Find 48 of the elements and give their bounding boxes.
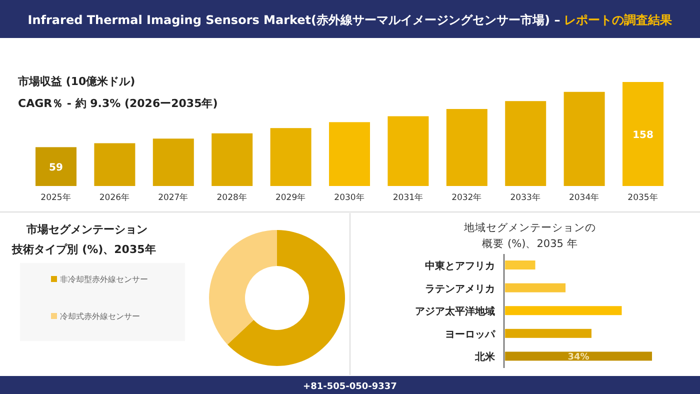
bar	[505, 283, 566, 292]
y-tick-label: ヨーロッパ	[445, 329, 496, 340]
x-tick-label: 2030年	[334, 192, 365, 203]
x-tick-label: 2028年	[216, 192, 248, 203]
data-label: 59	[49, 162, 63, 174]
x-tick-label: 2026年	[99, 192, 130, 203]
x-tick-label: 2025年	[40, 192, 72, 203]
data-label: 34%	[568, 352, 590, 363]
bar	[270, 128, 312, 186]
text: +81-505-050-9337	[303, 382, 397, 392]
x-tick-label: 2029年	[275, 192, 306, 203]
y-axis-title: 市場収益 (10億米ドル)	[17, 75, 136, 88]
bar	[94, 143, 136, 186]
bar	[622, 82, 664, 186]
bar	[505, 260, 536, 270]
y-tick-label: 中東とアフリカ	[425, 260, 495, 272]
x-tick-label: 2034年	[568, 192, 600, 203]
chart-subtitle: 概要 (%)、2035 年	[482, 238, 578, 250]
x-tick-label: 2032年	[452, 192, 482, 203]
bar	[388, 116, 429, 186]
donut-slice	[227, 230, 345, 366]
bar	[564, 92, 605, 186]
legend-item: 冷却式赤外線センサー	[51, 312, 140, 321]
chart-title: Infrared Thermal Imaging Sensors Market(赤外線サーマルイメージングセンサー市場) –	[28, 13, 560, 27]
x-tick-label: 2031年	[392, 192, 424, 203]
y-tick-label: アジア太平洋地域	[415, 306, 495, 318]
chart-subtitle: レポートの調査結果	[564, 13, 674, 27]
bar	[152, 138, 194, 186]
bar	[36, 147, 76, 186]
data-label: 158	[632, 130, 654, 141]
bar	[446, 108, 488, 186]
bar	[505, 306, 622, 316]
bar	[505, 328, 592, 338]
x-tick-label: 2027年	[158, 192, 189, 203]
bar	[505, 101, 546, 186]
x-tick-label: 2033年	[510, 192, 541, 203]
legend-item: 非冷却型赤外線センサー	[51, 275, 148, 284]
chart-title: 地域セグメンテーションの	[463, 221, 596, 234]
annotation: CAGR％ - 約 9.3% (2026ー2035年)	[18, 97, 218, 110]
text: 技術タイプ別 (%)、2035年	[11, 243, 156, 256]
bar	[329, 122, 370, 186]
bar	[212, 133, 253, 186]
chart-title: 市場セグメンテーション	[26, 223, 148, 236]
bar	[505, 352, 652, 361]
y-tick-label: 北米	[474, 351, 496, 364]
x-tick-label: 2035年	[628, 192, 658, 203]
y-tick-label: ラテンアメリカ	[425, 284, 495, 295]
donut-slice	[209, 230, 277, 345]
